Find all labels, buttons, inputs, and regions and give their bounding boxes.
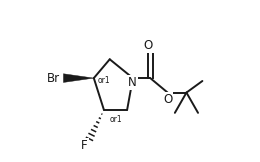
Text: F: F [81,139,88,152]
Polygon shape [63,74,94,82]
Text: N: N [128,76,137,89]
Text: or1: or1 [110,115,122,124]
Text: O: O [163,93,173,106]
Text: Br: Br [47,72,60,85]
Text: O: O [144,39,153,52]
Text: or1: or1 [98,76,110,85]
